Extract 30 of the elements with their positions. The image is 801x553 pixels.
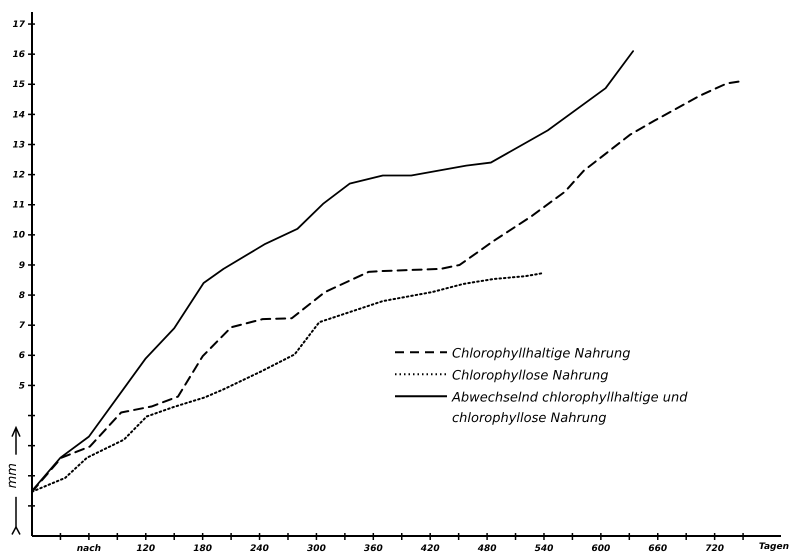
y-tick-label: 16 [12,50,25,60]
x-tick-label: 360 [364,544,383,553]
y-tick-label: 9 [18,260,25,271]
x-tick-label: 180 [193,544,212,553]
y-tick-label: 13 [12,140,25,150]
legend-label: Abwechselnd chlorophyllhaltige und chlorophyllose Nahrung [451,390,688,426]
y-tick-label: 6 [18,351,25,362]
x-tick-label: 300 [307,544,326,553]
y-tick-label: 10 [12,230,25,241]
x-tick-label: 540 [534,544,554,553]
y-tick-label: 7 [18,321,26,332]
x-tick-label: 240 [250,544,269,553]
y-tick-label: 8 [18,290,25,301]
y-tick-label: 11 [12,200,25,211]
y-tick-label: 12 [12,170,25,180]
legend-label: Chlorophyllose Nahrung [452,368,608,384]
y-tick-label: 5 [18,381,25,392]
y-axis-title: mm [5,463,20,488]
x-tick-label: 720 [705,544,724,553]
x-tick-label: 600 [591,544,610,553]
x-axis-title: Tagen [758,542,789,552]
x-tick-label: 120 [136,544,156,553]
y-tick-label: 17 [12,20,26,30]
x-tick-label: nach [76,544,102,553]
x-tick-label: 420 [420,544,440,553]
legend-label: Chlorophyllhaltige Nahrung [452,346,631,362]
y-tick-label: 14 [12,110,25,120]
x-tick-label: 660 [648,544,668,553]
x-tick-label: 480 [476,544,496,553]
y-tick-label: 15 [12,80,25,90]
